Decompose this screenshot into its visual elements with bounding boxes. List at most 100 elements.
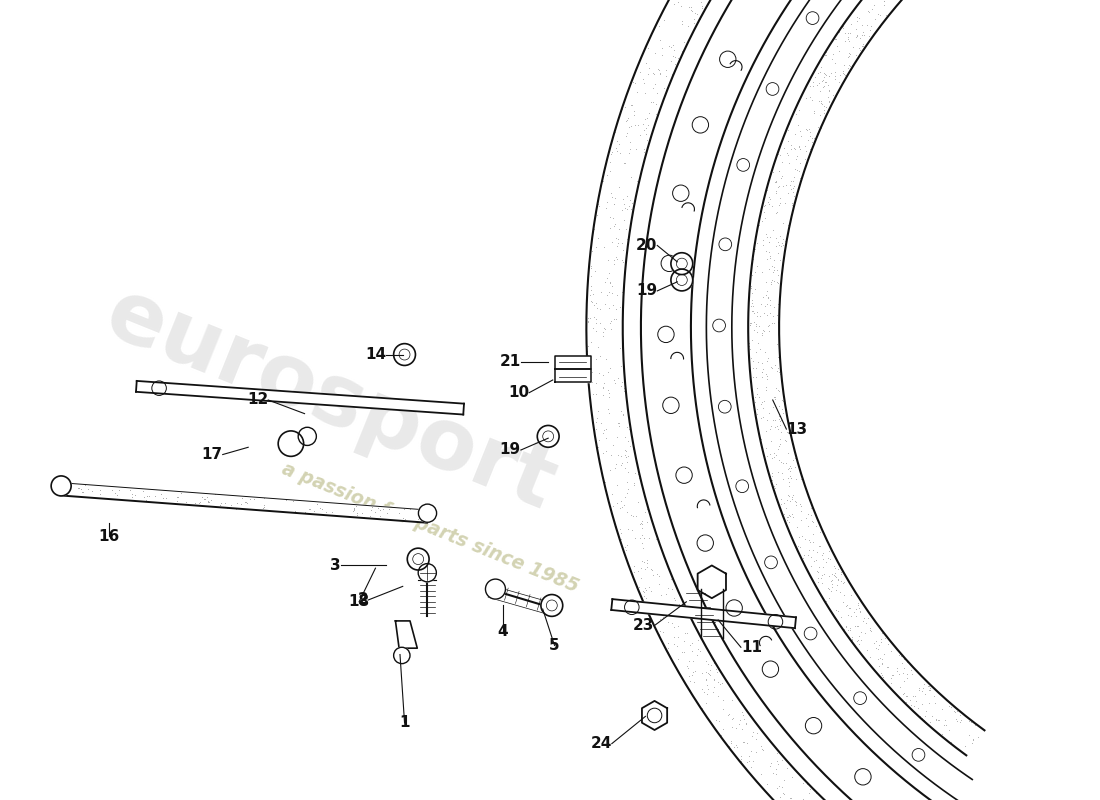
Point [781,465,799,478]
Point [852,634,870,646]
Point [637,563,654,576]
Point [588,404,606,417]
Point [764,413,782,426]
Point [747,266,764,278]
Point [582,260,600,273]
Point [747,320,764,333]
Point [937,694,955,706]
Point [591,199,608,212]
Point [854,40,871,53]
Point [609,448,627,461]
Circle shape [805,718,822,734]
Point [711,678,728,690]
Point [871,21,889,34]
Point [607,250,625,263]
Point [782,142,800,155]
Point [801,126,818,138]
Point [588,198,606,210]
Point [856,611,873,624]
Point [805,105,823,118]
Point [608,497,626,510]
Point [867,634,884,647]
Polygon shape [554,369,591,382]
Point [842,602,859,614]
Point [727,738,745,751]
Point [766,479,783,492]
Point [782,472,800,485]
Point [860,5,878,18]
Point [192,490,210,503]
Point [741,744,759,757]
Point [626,105,644,118]
Point [796,153,814,166]
Point [381,503,398,516]
Point [698,678,716,691]
Point [608,417,626,430]
Point [59,478,77,491]
Point [670,0,688,9]
Point [323,506,341,518]
Point [628,86,646,98]
Point [727,722,745,734]
Point [792,505,810,518]
Point [780,515,798,528]
Point [766,358,783,371]
Point [613,237,630,250]
Point [585,298,603,311]
Point [619,434,637,447]
Point [613,254,630,267]
Circle shape [692,117,708,133]
Point [598,196,616,209]
Point [228,497,245,510]
Point [640,34,658,46]
Point [306,505,323,518]
Point [778,494,795,507]
Point [849,599,867,612]
Point [795,478,813,491]
Point [635,556,652,569]
Point [584,287,602,300]
Point [605,198,623,210]
Point [768,174,785,187]
Point [612,300,629,313]
Point [604,438,622,451]
Point [610,147,628,160]
Point [820,85,837,98]
Point [760,198,778,210]
Point [580,315,597,328]
Point [650,578,668,590]
Point [245,493,263,506]
Point [679,662,696,674]
Point [767,482,784,494]
Point [314,502,331,515]
Point [616,156,634,169]
Point [807,126,825,139]
Point [768,364,785,377]
Point [285,506,303,518]
Point [840,58,858,71]
Point [756,206,773,218]
Point [698,658,716,670]
Point [845,41,862,54]
Point [238,496,255,509]
Point [960,714,978,727]
Point [745,245,762,258]
Text: 2: 2 [358,593,368,607]
Point [786,472,804,485]
Point [894,687,912,700]
Point [614,192,631,205]
Point [637,591,654,604]
Point [813,549,830,562]
Point [363,500,381,513]
Point [642,96,660,109]
Point [602,222,619,234]
Point [650,64,668,77]
Point [865,662,882,675]
Point [613,375,630,388]
Point [791,549,808,562]
Point [612,450,629,462]
Point [587,241,605,254]
Point [828,562,846,575]
Point [940,700,958,713]
Point [836,622,854,635]
